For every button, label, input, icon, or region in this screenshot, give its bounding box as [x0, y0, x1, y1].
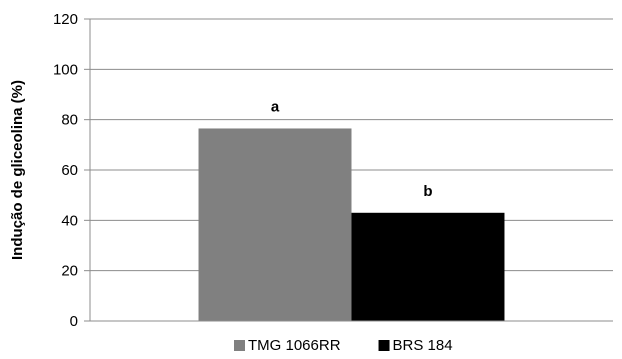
y-tick-labels: 0 20 40 60 80 100 120	[53, 11, 78, 330]
axes	[89, 19, 613, 322]
bar-brs-184	[351, 212, 505, 321]
y-tick-label: 20	[61, 263, 78, 280]
data-label: b	[423, 183, 432, 200]
y-tick-label: 0	[70, 313, 78, 330]
y-tick-label: 60	[61, 162, 78, 179]
data-labels: ab	[271, 98, 433, 199]
data-label: a	[271, 98, 280, 115]
legend-label: TMG 1066RR	[248, 337, 341, 354]
legend-swatch	[378, 340, 390, 351]
y-tick-label: 80	[61, 112, 78, 129]
y-tick-label: 100	[53, 61, 78, 78]
legend-label: BRS 184	[393, 337, 453, 354]
legend: TMG 1066RR BRS 184	[234, 337, 453, 354]
y-axis-title: Indução de gliceolina (%)	[9, 80, 26, 260]
legend-swatch	[234, 340, 245, 351]
bars	[198, 128, 505, 321]
y-tick-label: 120	[53, 11, 78, 28]
y-tick-label: 40	[61, 212, 78, 229]
bar-tmg-1066rr	[198, 128, 352, 321]
